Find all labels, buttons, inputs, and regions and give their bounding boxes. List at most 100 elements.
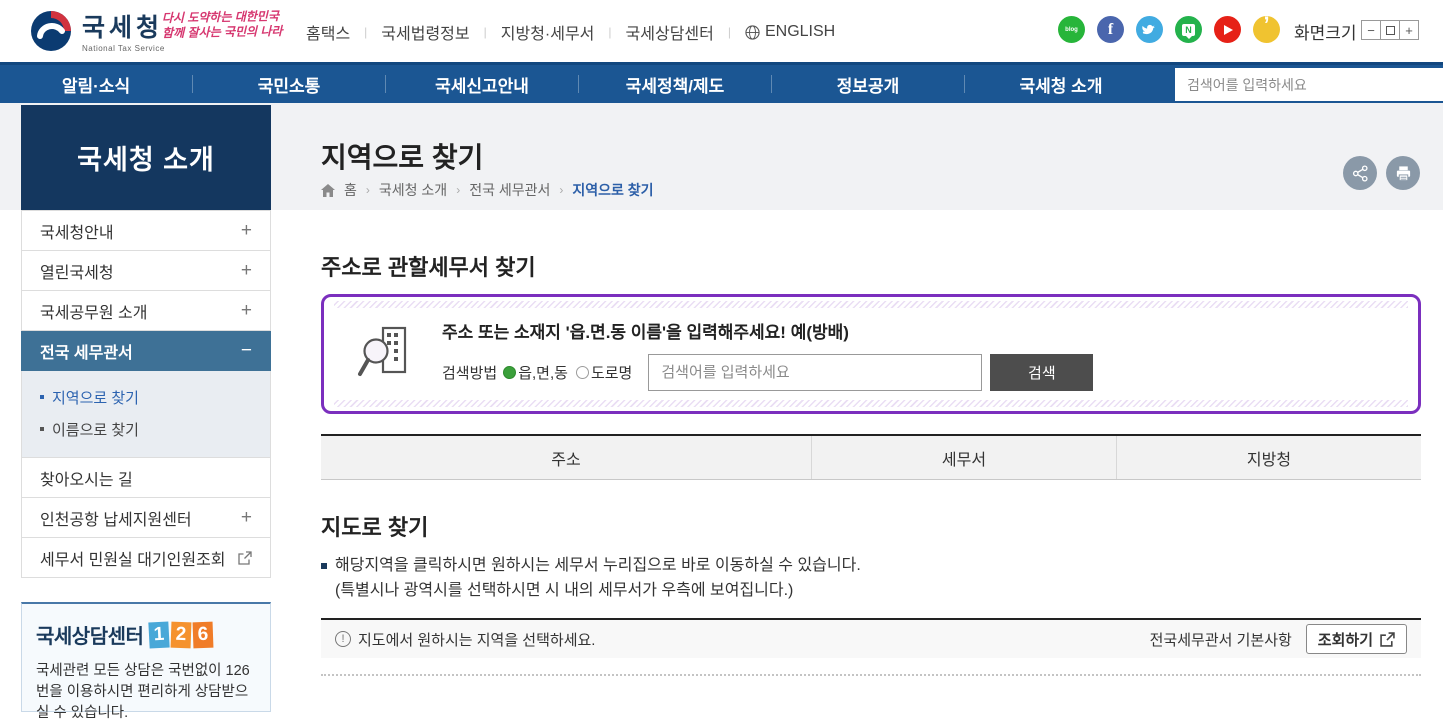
english-link[interactable]: ENGLISH xyxy=(745,23,835,41)
logo-title: 국세청 xyxy=(82,14,164,42)
column-header-regional-office: 지방청 xyxy=(1116,436,1421,479)
breadcrumb: 홈 › 국세청 소개 › 전국 세무관서 › 지역으로 찾기 xyxy=(321,180,654,200)
sidebar-title: 국세청 소개 xyxy=(21,105,271,210)
digit-block: 1 xyxy=(148,620,171,649)
sidebar-item-officials[interactable]: 국세공무원 소개 + xyxy=(21,291,271,331)
divider xyxy=(385,75,386,93)
naver-post-icon[interactable]: N xyxy=(1175,16,1202,43)
map-note-line1: 해당지역을 클릭하시면 원하시는 세무서 누리집으로 바로 이동하실 수 있습니… xyxy=(335,557,861,574)
zoom-in-button[interactable]: + xyxy=(1399,20,1419,40)
map-note: 해당지역을 클릭하시면 원하시는 세무서 누리집으로 바로 이동하실 수 있습니… xyxy=(321,553,861,603)
breadcrumb-home[interactable]: 홈 xyxy=(344,182,357,198)
nav-item-communication[interactable]: 국민소통 xyxy=(257,76,321,96)
tax-consult-banner[interactable]: 국세상담센터 1 2 6 국세관련 모든 상담은 국번없이 126 번을 이용하… xyxy=(21,602,271,721)
plus-icon: + xyxy=(240,259,252,281)
column-header-tax-office: 세무서 xyxy=(811,436,1116,479)
print-button[interactable] xyxy=(1386,156,1420,190)
external-link-icon xyxy=(1380,631,1395,647)
address-search-input[interactable] xyxy=(648,353,983,391)
map-section-title: 지도로 찾기 xyxy=(321,515,429,540)
divider xyxy=(578,75,579,93)
plus-icon: + xyxy=(240,219,252,241)
search-prompt: 주소 또는 소재지 '읍.면.동 이름'을 입력해주세요! 예(방배) xyxy=(442,322,849,342)
english-label: ENGLISH xyxy=(764,23,836,40)
top-header: 국세청 National Tax Service 다시 도약하는 대한민국 함께… xyxy=(0,0,1443,62)
radio-checked-icon[interactable] xyxy=(503,365,517,379)
map-note-line2: (특별시나 광역시를 선택하시면 시 내의 세무서가 우측에 보여집니다.) xyxy=(335,582,794,599)
sidebar-item-wait-count[interactable]: 세무서 민원실 대기인원조회 xyxy=(21,538,271,578)
sidebar-item-nts-guide[interactable]: 국세청안내 + xyxy=(21,211,271,251)
nav-item-tax-filing[interactable]: 국세신고안내 xyxy=(435,76,529,96)
radio-option-road[interactable]: 도로명 xyxy=(575,362,633,383)
util-link-call-center[interactable]: 국세상담센터 xyxy=(625,26,714,43)
util-link-hometax[interactable]: 홈택스 xyxy=(306,26,351,43)
view-button-label: 조회하기 xyxy=(1317,631,1373,649)
search-button[interactable]: 검색 xyxy=(990,353,1094,391)
screen-size-label: 화면크기 xyxy=(1294,24,1357,43)
bullet-icon xyxy=(40,395,44,399)
divider xyxy=(964,75,965,93)
radio-unchecked-icon[interactable] xyxy=(575,365,589,379)
digit-block: 6 xyxy=(192,621,214,648)
building-search-icon xyxy=(358,326,407,376)
slogan-banner: 다시 도약하는 대한민국 함께 잘사는 국민의 나라 xyxy=(162,9,293,41)
post-pin-tail xyxy=(1184,35,1193,39)
bullet-icon xyxy=(40,427,44,431)
minus-icon: − xyxy=(240,339,252,361)
zoom-out-button[interactable]: − xyxy=(1361,20,1381,40)
nav-item-news[interactable]: 알림·소식 xyxy=(61,76,131,96)
nts-logo[interactable]: 국세청 National Tax Service xyxy=(30,8,165,53)
sidebar-item-tax-offices[interactable]: 전국 세무관서 − xyxy=(21,331,271,371)
info-icon: ! xyxy=(335,631,351,647)
external-link-icon xyxy=(238,550,252,565)
kakaostory-icon[interactable]: ’ xyxy=(1253,13,1280,43)
sidebar-item-label: 열린국세청 xyxy=(40,264,114,282)
nav-item-tax-policy[interactable]: 국세정책/제도 xyxy=(625,76,725,96)
sidebar-item-directions[interactable]: 찾아오시는 길 xyxy=(21,458,271,498)
sidebar-subitem-find-by-name[interactable]: 이름으로 찾기 xyxy=(22,413,270,445)
slogan-line2: 함께 잘사는 국민의 나라 xyxy=(162,24,283,41)
sidebar-item-label: 국세청안내 xyxy=(40,224,114,242)
subitem-label: 이름으로 찾기 xyxy=(52,421,139,439)
zoom-controls: − + xyxy=(1361,20,1419,40)
chevron-right-icon: › xyxy=(559,183,564,197)
digit-block: 2 xyxy=(170,621,192,648)
social-links: blog f N ’ xyxy=(1058,13,1280,43)
sidebar-item-label: 세무서 민원실 대기인원조회 xyxy=(40,551,226,569)
dotted-divider xyxy=(321,674,1421,676)
radio-option-dong[interactable]: 읍,면,동 xyxy=(503,362,568,383)
twitter-icon[interactable] xyxy=(1136,16,1163,43)
zoom-reset-button[interactable] xyxy=(1380,20,1400,40)
blog-label: blog xyxy=(1065,26,1078,33)
sidebar-subitem-find-by-region[interactable]: 지역으로 찾기 xyxy=(22,381,270,413)
plus-icon: + xyxy=(240,506,252,528)
consult-title: 국세상담센터 xyxy=(36,626,144,648)
bullet-icon xyxy=(321,562,327,569)
global-search-input[interactable] xyxy=(1175,68,1443,101)
share-button[interactable] xyxy=(1343,156,1377,190)
sidebar-item-open-nts[interactable]: 열린국세청 + xyxy=(21,251,271,291)
sidebar-item-label: 찾아오시는 길 xyxy=(40,471,133,489)
util-link-regional-offices[interactable]: 지방청·세무서 xyxy=(500,26,595,43)
breadcrumb-tax-offices[interactable]: 전국 세무관서 xyxy=(469,182,551,198)
divider: | xyxy=(364,25,368,39)
divider: | xyxy=(608,25,612,39)
facebook-icon[interactable]: f xyxy=(1097,16,1124,43)
sidebar-item-incheon-airport[interactable]: 인천공항 납세지원센터 + xyxy=(21,498,271,538)
nts-logo-icon xyxy=(31,10,71,51)
divider xyxy=(192,75,193,93)
consult-desc-line2: 번을 이용하시면 편리하게 상담받으실 수 있습니다. xyxy=(36,684,249,721)
radio-label: 도로명 xyxy=(590,364,633,382)
divider: | xyxy=(727,25,731,39)
nav-item-disclosure[interactable]: 정보공개 xyxy=(836,76,900,96)
view-details-button[interactable]: 조회하기 xyxy=(1305,624,1407,654)
youtube-icon[interactable] xyxy=(1214,16,1241,43)
nav-item-about-nts[interactable]: 국세청 소개 xyxy=(1019,76,1103,96)
divider: | xyxy=(483,25,487,39)
naver-blog-icon[interactable]: blog xyxy=(1058,16,1085,43)
page-title: 지역으로 찾기 xyxy=(321,142,484,173)
main-nav: 알림·소식 국민소통 국세신고안내 국세정책/제도 정보공개 국세청 소개 xyxy=(0,62,1443,103)
utility-nav: 홈택스 | 국세법령정보 | 지방청·세무서 | 국세상담센터 | ENGLIS… xyxy=(306,20,835,44)
util-link-law-info[interactable]: 국세법령정보 xyxy=(381,26,470,43)
breadcrumb-about[interactable]: 국세청 소개 xyxy=(378,182,448,198)
